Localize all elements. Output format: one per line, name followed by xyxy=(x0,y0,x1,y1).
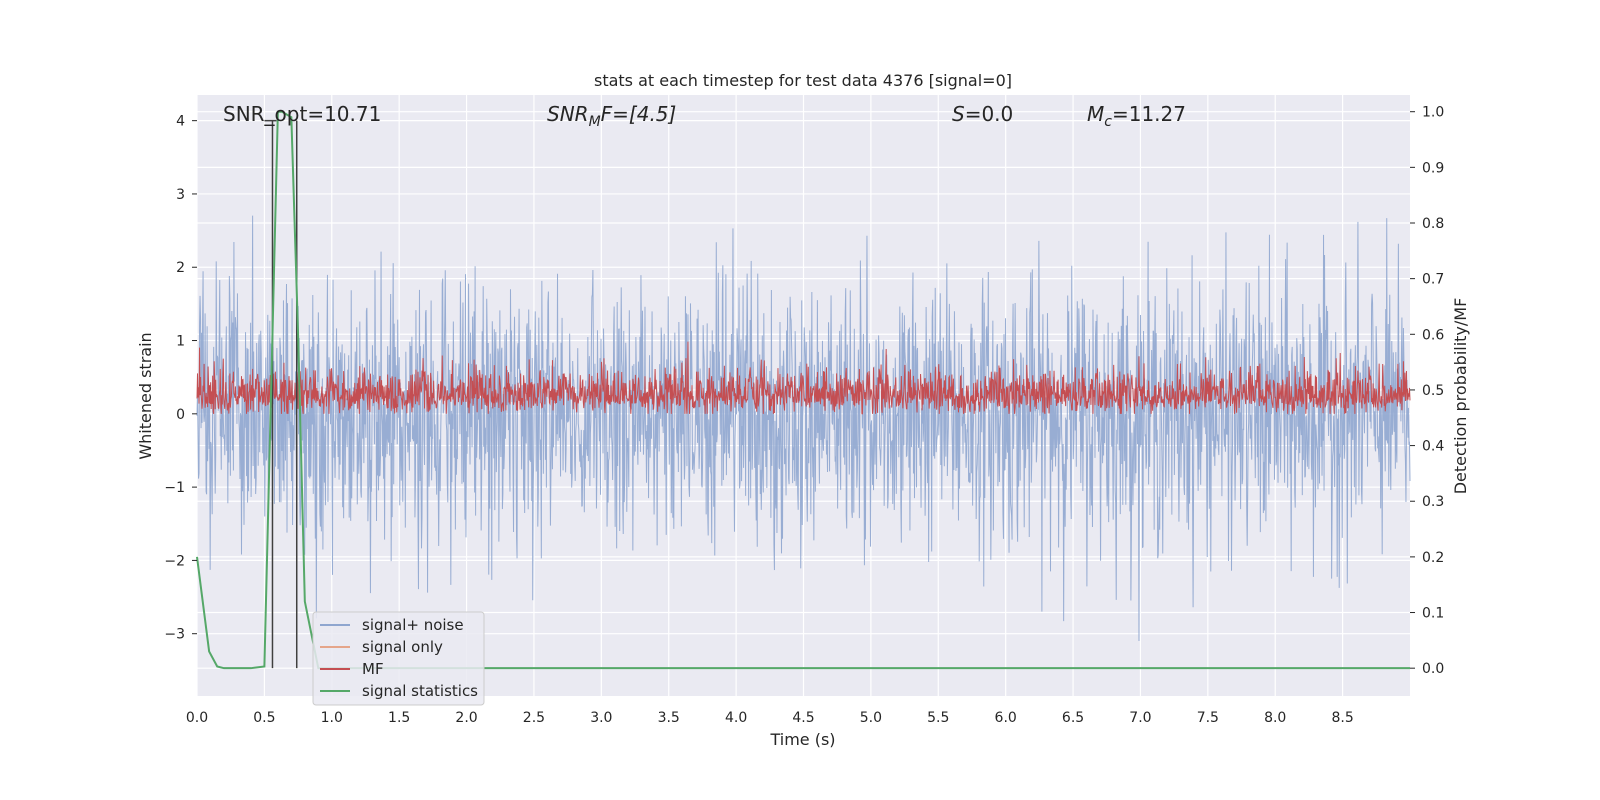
y-left-tick-label: 1 xyxy=(176,334,185,350)
y-left-tick-label: −2 xyxy=(164,553,185,569)
annotation-snr-opt: SNR_opt=10.71 xyxy=(223,102,381,126)
signal-statistics-line xyxy=(196,110,1410,670)
y-right-tick-label: 0.9 xyxy=(1422,160,1444,176)
annotation-mc: Mc=11.27 xyxy=(1087,102,1186,130)
x-tick-label: 2.5 xyxy=(523,710,545,726)
y-left-tick-label: 0 xyxy=(176,407,185,423)
x-tick-label: 3.0 xyxy=(590,710,612,726)
signal-noise-line xyxy=(196,215,1411,642)
signal-statistics-series xyxy=(196,110,1410,670)
x-tick-label: 4.5 xyxy=(792,710,814,726)
x-tick-label: 1.0 xyxy=(321,710,343,726)
y-right-tick-label: 0.2 xyxy=(1422,550,1444,566)
y-left-tick-labels: 4 3 2 1 0 −1 −2 −3 xyxy=(164,114,197,643)
x-tick-label: 5.0 xyxy=(860,710,882,726)
x-tick-label: 1.5 xyxy=(388,710,410,726)
y-right-tick-label: 0.8 xyxy=(1422,216,1444,232)
y-left-tick-label: −3 xyxy=(164,627,185,643)
x-tick-label: 2.0 xyxy=(455,710,477,726)
y-right-tick-label: 0.0 xyxy=(1422,661,1444,677)
chart-title: stats at each timestep for test data 437… xyxy=(594,71,1012,90)
y-right-tick-label: 0.6 xyxy=(1422,327,1444,343)
y-left-tick-label: 4 xyxy=(176,114,185,130)
legend-label-mf: MF xyxy=(362,660,384,678)
y-axis-label-right: Detection probability/MF xyxy=(1451,298,1470,495)
mf-line xyxy=(196,341,1411,415)
y-left-tick-label: 2 xyxy=(176,260,185,276)
y-axis-label-left: Whitened strain xyxy=(136,332,155,459)
y-left-tick-label: 3 xyxy=(176,187,185,203)
legend-label-signal-noise: signal+ noise xyxy=(362,616,464,634)
x-tick-label: 6.0 xyxy=(995,710,1017,726)
annotation-s: S=0.0 xyxy=(952,102,1013,126)
y-right-tick-labels: 1.0 0.9 0.8 0.7 0.6 0.5 0.4 0.3 0.2 0.1 0.0 xyxy=(1410,105,1444,677)
mf-series xyxy=(196,341,1411,415)
y-right-tick-label: 0.4 xyxy=(1422,439,1444,455)
legend-label-signal-statistics: signal statistics xyxy=(362,682,478,700)
annotation-snr-mf: SNRMF=[4.5] xyxy=(547,102,676,130)
legend-label-signal-only: signal only xyxy=(362,638,443,656)
x-tick-label: 5.5 xyxy=(927,710,949,726)
legend: signal+ noise signal only MF signal stat… xyxy=(312,611,485,706)
x-tick-label: 7.0 xyxy=(1129,710,1151,726)
x-axis-label: Time (s) xyxy=(769,730,835,749)
x-tick-label: 7.5 xyxy=(1197,710,1219,726)
x-tick-label: 0.0 xyxy=(186,710,208,726)
x-tick-label: 8.0 xyxy=(1264,710,1286,726)
x-tick-label: 0.5 xyxy=(253,710,275,726)
x-tick-label: 8.5 xyxy=(1331,710,1353,726)
y-right-tick-label: 0.3 xyxy=(1422,494,1444,510)
y-right-tick-label: 0.1 xyxy=(1422,606,1444,622)
y-right-tick-label: 0.5 xyxy=(1422,383,1444,399)
y-right-tick-label: 0.7 xyxy=(1422,272,1444,288)
legend-box xyxy=(312,611,485,706)
y-right-tick-label: 1.0 xyxy=(1422,105,1444,121)
x-tick-labels: 0.0 0.5 1.0 1.5 2.0 2.5 3.0 3.5 4.0 4.5 5.0 5.5 6.0 6… xyxy=(186,710,1354,726)
x-tick-label: 4.0 xyxy=(725,710,747,726)
x-tick-label: 3.5 xyxy=(658,710,680,726)
vertical-lines xyxy=(264,119,298,669)
x-tick-label: 6.5 xyxy=(1062,710,1084,726)
signal-noise-series xyxy=(196,215,1411,642)
y-left-tick-label: −1 xyxy=(164,480,185,496)
